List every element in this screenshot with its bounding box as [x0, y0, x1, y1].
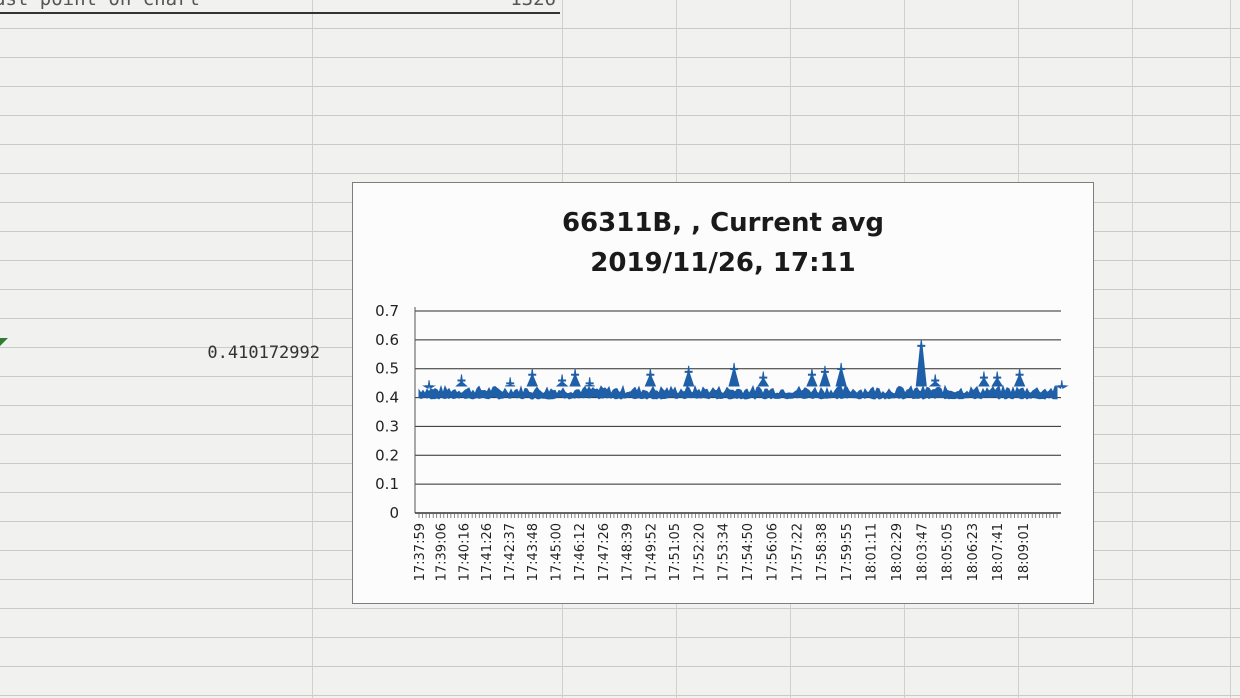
series-spike [1013, 368, 1026, 387]
x-tick-label: 17:45:00 [550, 523, 565, 581]
series-spike [505, 377, 516, 387]
cell-error-marker-icon [0, 338, 8, 346]
series-spike [806, 368, 818, 387]
series-spike [819, 365, 831, 387]
x-tick-label: 18:05:05 [941, 523, 956, 581]
series-spike [915, 339, 927, 387]
x-tick-label: 17:51:05 [668, 523, 683, 581]
top-cell-row[interactable]: ast point on chart 1326 [0, 0, 560, 14]
y-tick-label: 0.1 [375, 475, 399, 493]
column-line [312, 0, 313, 698]
x-tick-label: 17:47:26 [597, 523, 612, 581]
y-tick-label: 0.3 [375, 417, 399, 435]
series-spike [569, 368, 581, 387]
y-tick-label: 0.4 [375, 389, 399, 407]
top-cell-value: 1326 [510, 0, 556, 10]
x-tick-label: 18:09:01 [1017, 523, 1032, 581]
chart-frame[interactable]: 66311B, , Current avg 2019/11/26, 17:11 … [352, 182, 1094, 604]
series-spike [584, 377, 595, 387]
y-tick-label: 0 [389, 504, 399, 522]
chart-title-line1: 66311B, , Current avg [561, 208, 885, 238]
series-spike [835, 362, 847, 387]
series-spike [991, 371, 1004, 387]
x-tick-label: 18:02:29 [890, 523, 905, 581]
chart-svg: 0 0.1 0.2 0.3 0.4 0.5 0.6 0.7 17:37:59 17:39:06 17… [375, 302, 1069, 581]
series-spike [644, 368, 657, 387]
x-tick-label: 17:53:34 [716, 523, 731, 581]
x-tick-label: 17:37:59 [413, 523, 428, 581]
x-tick-label: 17:43:48 [526, 523, 541, 581]
chart-title: 66311B, , Current avg 2019/11/26, 17:11 [353, 203, 1093, 283]
y-tick-label: 0.2 [375, 446, 399, 464]
x-tick-label: 18:01:11 [865, 523, 880, 581]
x-tick-label: 17:42:37 [503, 523, 518, 581]
column-line [1230, 0, 1231, 698]
x-tick-label: 17:39:06 [435, 523, 450, 581]
series-spike [978, 371, 990, 387]
x-tick-label: 17:52:20 [692, 523, 707, 581]
x-tick-label: 17:46:12 [573, 523, 588, 581]
top-cell-label: ast point on chart [0, 0, 200, 10]
x-tick-label: 17:59:55 [840, 523, 855, 581]
series-spike [728, 362, 740, 387]
x-tick-label: 18:07:41 [991, 523, 1006, 581]
x-tick-label: 17:40:16 [457, 523, 472, 581]
x-tick-label: 18:03:47 [915, 523, 930, 581]
y-tick-label: 0.7 [375, 302, 399, 320]
x-tick-label: 17:57:22 [790, 523, 805, 581]
column-line [1132, 0, 1133, 698]
x-tick-label: 17:56:06 [766, 523, 781, 581]
chart-title-line2: 2019/11/26, 17:11 [590, 248, 856, 278]
x-tick-label: 18:06:23 [966, 523, 981, 581]
series-spike [757, 371, 770, 387]
x-tick-label: 17:54:50 [741, 523, 756, 581]
x-tick-label: 17:41:26 [480, 523, 495, 581]
y-tick-label: 0.6 [375, 331, 399, 349]
series-band [418, 384, 1058, 400]
series-spike [682, 365, 695, 387]
series-spike [526, 368, 538, 387]
x-tick-label: 17:58:38 [815, 523, 830, 581]
x-tick-label: 17:49:52 [644, 523, 659, 581]
y-tick-label: 0.5 [375, 360, 399, 378]
x-tick-label: 17:48:39 [621, 523, 636, 581]
cell-value[interactable]: 0.410172992 [207, 343, 320, 363]
